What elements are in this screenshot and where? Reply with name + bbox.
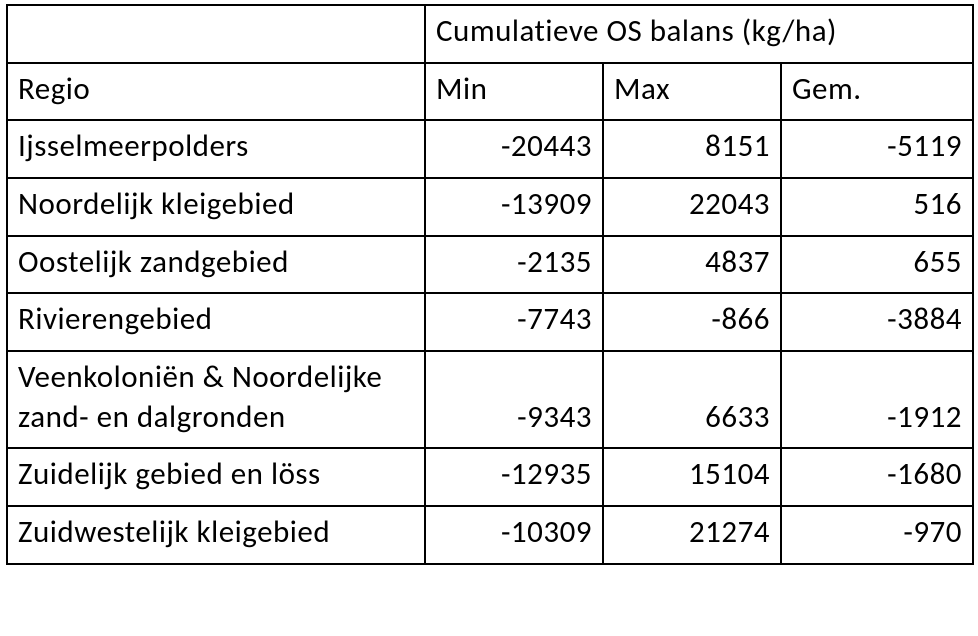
cell-gem: -970 <box>781 506 973 564</box>
os-balans-table: Cumulatieve OS balans (kg/ha) Regio Min … <box>6 4 974 565</box>
cell-gem: -1680 <box>781 448 973 506</box>
cell-regio: Zuidelijk gebied en löss <box>7 448 425 506</box>
table-row: Noordelijk kleigebied -13909 22043 516 <box>7 178 973 236</box>
cell-max: 6633 <box>603 351 781 448</box>
cell-gem: 516 <box>781 178 973 236</box>
table-header-row-2: Regio Min Max Gem. <box>7 63 973 121</box>
cell-min: -12935 <box>425 448 603 506</box>
cell-regio: Ijsselmeerpolders <box>7 120 425 178</box>
cell-min: -20443 <box>425 120 603 178</box>
cell-min: -13909 <box>425 178 603 236</box>
cell-regio: Noordelijk kleigebied <box>7 178 425 236</box>
cell-gem: -5119 <box>781 120 973 178</box>
table-row: Zuidwestelijk kleigebied -10309 21274 -9… <box>7 506 973 564</box>
cell-regio: Oostelijk zandgebied <box>7 236 425 294</box>
cell-regio: Rivierengebied <box>7 293 425 351</box>
cell-gem: 655 <box>781 236 973 294</box>
cell-max: 15104 <box>603 448 781 506</box>
table-row: Rivierengebied -7743 -866 -3884 <box>7 293 973 351</box>
cell-min: -9343 <box>425 351 603 448</box>
cell-max: 4837 <box>603 236 781 294</box>
cell-max: -866 <box>603 293 781 351</box>
header-regio: Regio <box>7 63 425 121</box>
cell-max: 21274 <box>603 506 781 564</box>
header-blank <box>7 5 425 63</box>
cell-min: -7743 <box>425 293 603 351</box>
cell-regio: Zuidwestelijk kleigebied <box>7 506 425 564</box>
table-header-row-1: Cumulatieve OS balans (kg/ha) <box>7 5 973 63</box>
cell-min: -2135 <box>425 236 603 294</box>
header-min: Min <box>425 63 603 121</box>
cell-max: 8151 <box>603 120 781 178</box>
table-row: Ijsselmeerpolders -20443 8151 -5119 <box>7 120 973 178</box>
cell-gem: -1912 <box>781 351 973 448</box>
cell-max: 22043 <box>603 178 781 236</box>
cell-gem: -3884 <box>781 293 973 351</box>
header-group-title: Cumulatieve OS balans (kg/ha) <box>425 5 973 63</box>
cell-regio: Veenkoloniën & Noordelijke zand- en dalg… <box>7 351 425 448</box>
table-row: Veenkoloniën & Noordelijke zand- en dalg… <box>7 351 973 448</box>
cell-min: -10309 <box>425 506 603 564</box>
table-row: Zuidelijk gebied en löss -12935 15104 -1… <box>7 448 973 506</box>
table-row: Oostelijk zandgebied -2135 4837 655 <box>7 236 973 294</box>
header-max: Max <box>603 63 781 121</box>
header-gem: Gem. <box>781 63 973 121</box>
